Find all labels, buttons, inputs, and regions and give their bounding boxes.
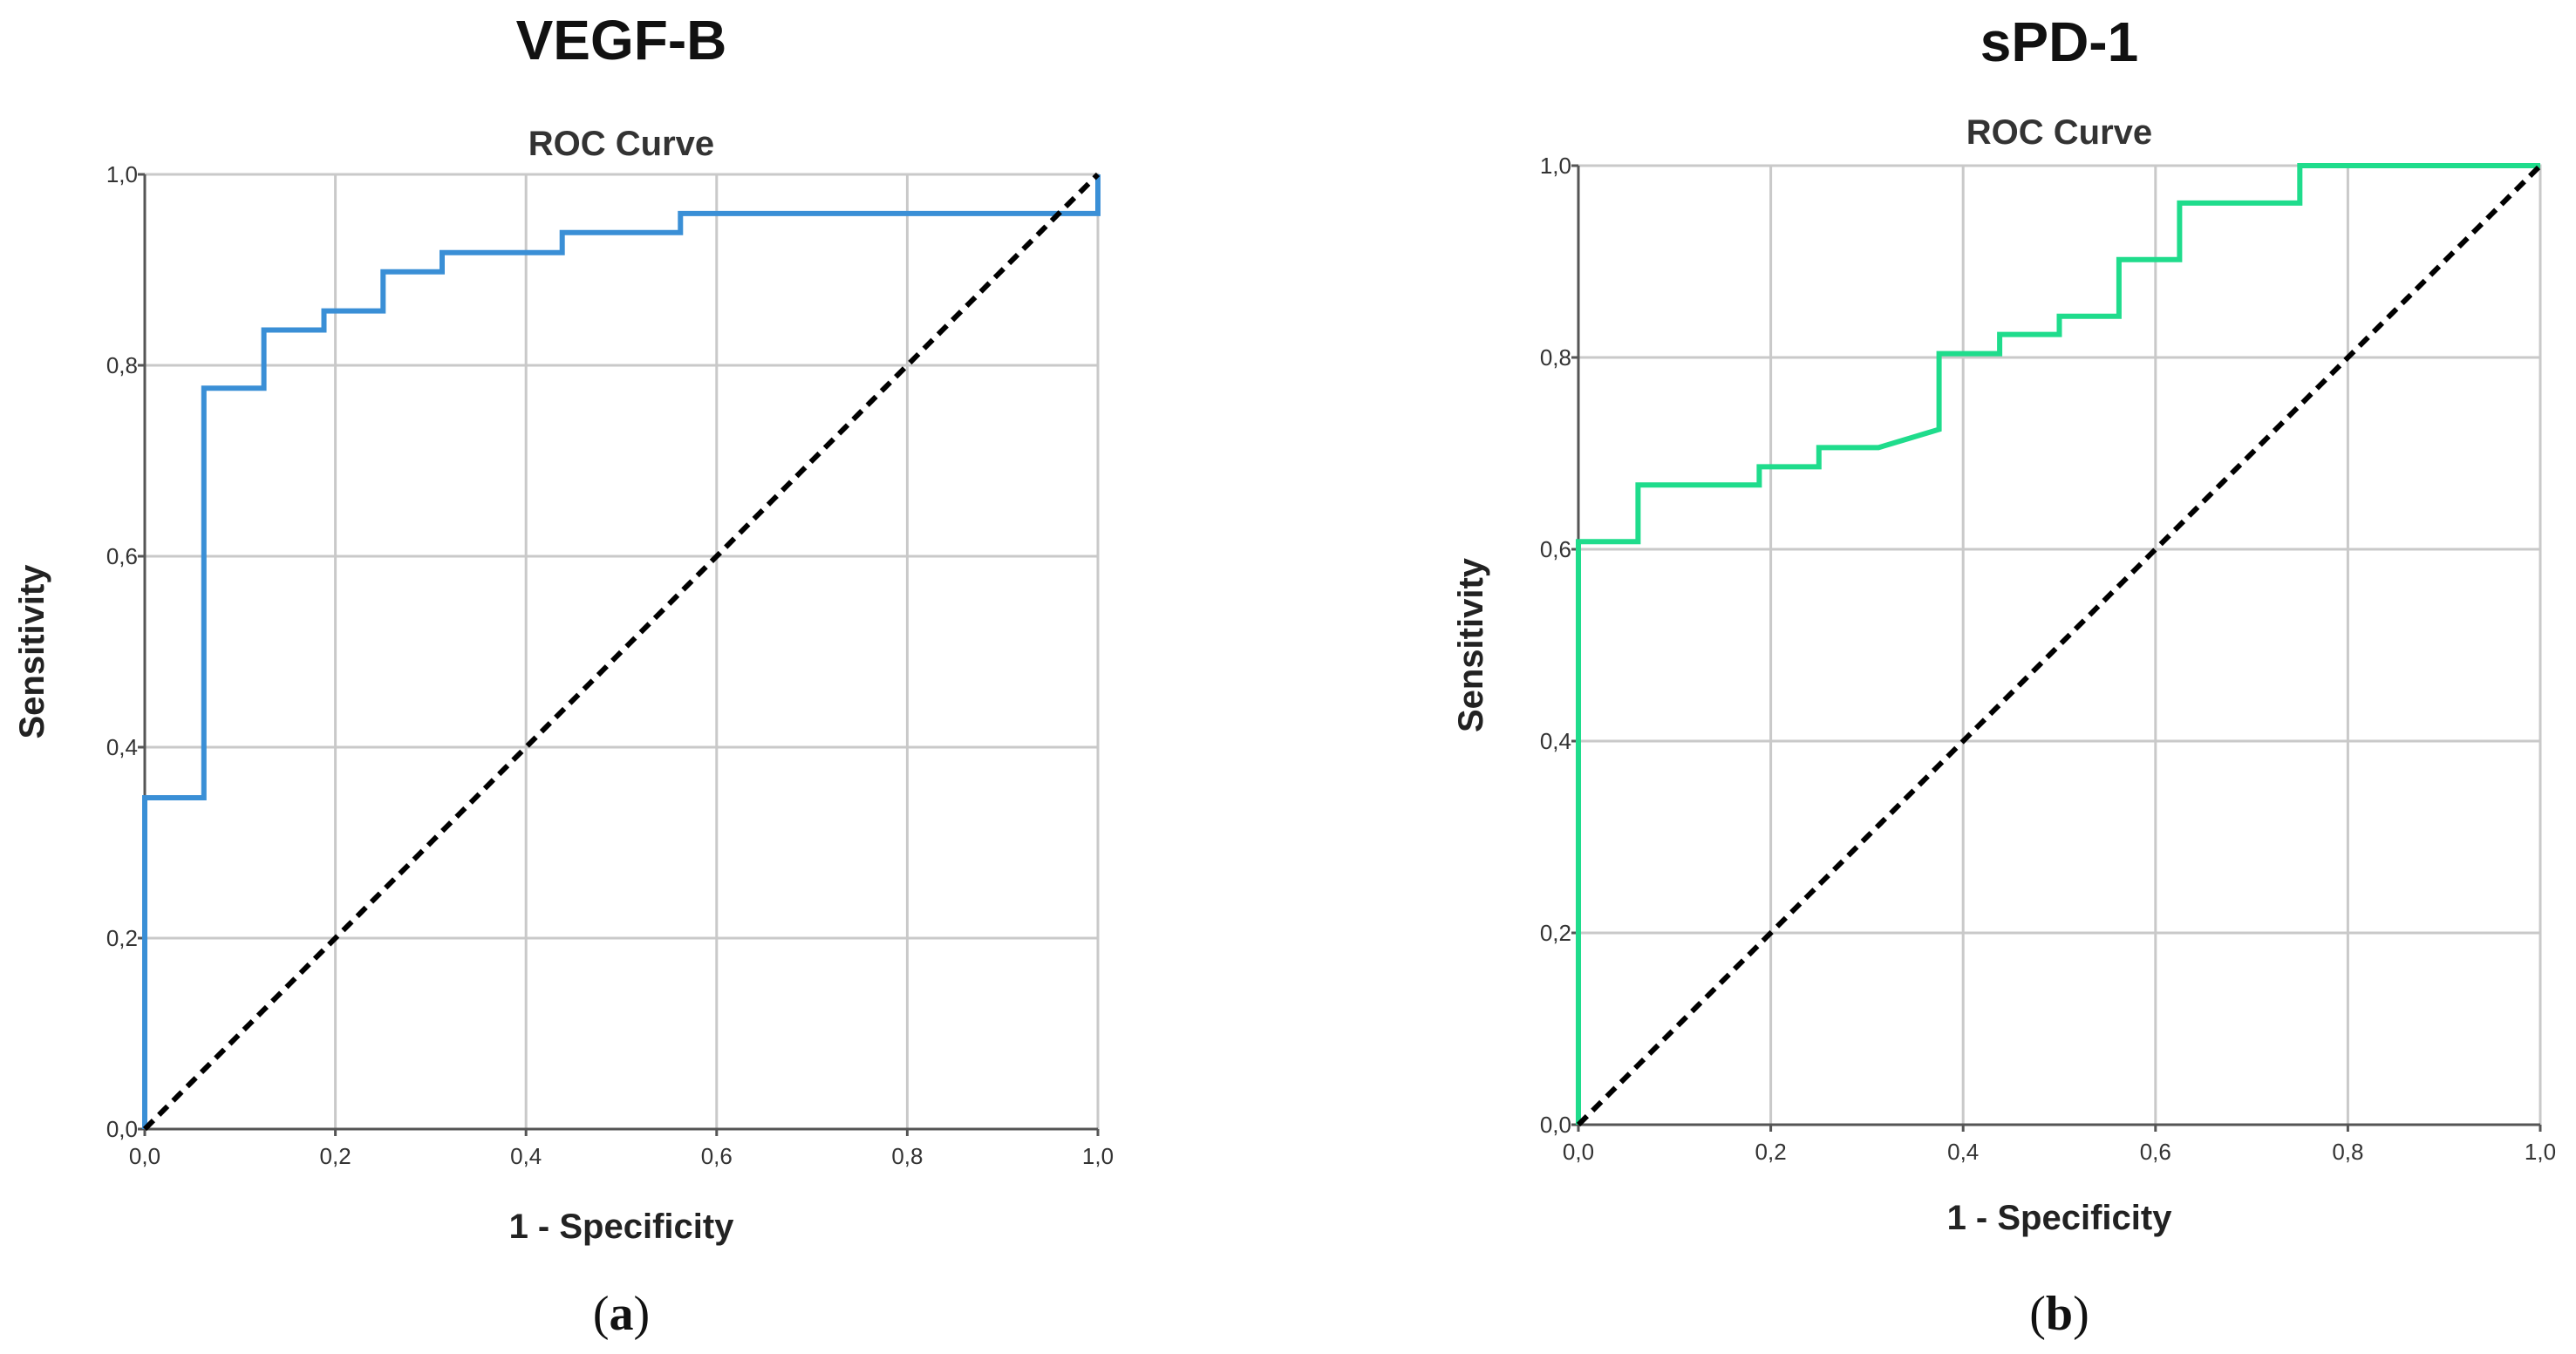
y-tick-label: 0,8 <box>106 352 138 378</box>
x-tick-label: 0,2 <box>1755 1139 1787 1165</box>
x-tick-label: 0,8 <box>2332 1139 2363 1165</box>
reference-line <box>1576 163 2543 1127</box>
x-tick-label: 0,8 <box>891 1143 923 1169</box>
chart-title: ROC Curve <box>528 125 714 163</box>
grid <box>1578 166 2540 1125</box>
y-tick-label: 0,4 <box>106 734 138 760</box>
y-tick-label: 0,2 <box>1540 920 1571 946</box>
y-tick-label: 0,6 <box>1540 536 1571 562</box>
x-tick-label: 1,0 <box>2525 1139 2556 1165</box>
main-title: sPD-1 <box>1980 10 2138 73</box>
chart-title: ROC Curve <box>1966 113 2152 152</box>
reference-line <box>142 172 1101 1132</box>
panel-label-close: ) <box>2073 1287 2089 1341</box>
panel-label-letter: b <box>2046 1287 2073 1341</box>
grid <box>145 174 1098 1129</box>
y-tick-label: 0,6 <box>106 543 138 569</box>
y-tick-label: 0,0 <box>106 1116 138 1142</box>
x-tick-label: 0,4 <box>510 1143 542 1169</box>
panel-b: sPD-1 ROC Curve 0,00,0 0,2 0,2 0,4 0,4 0,6 0,6 0,… <box>1452 10 2556 1341</box>
roc-curve-vegf-b <box>142 174 1101 1129</box>
x-tick-label: 0,4 <box>1947 1139 1979 1165</box>
roc-curve-spd-1 <box>1576 163 2540 1125</box>
x-tick-label: 0,0 <box>129 1143 160 1169</box>
y-tick-label: 0,0 <box>1540 1112 1571 1138</box>
panel-label-letter: a <box>610 1287 634 1341</box>
panel-label-open: ( <box>2029 1287 2046 1341</box>
y-tick-label: 0,2 <box>106 925 138 951</box>
x-tick-label: 0,6 <box>2140 1139 2171 1165</box>
y-tick-label: 0,8 <box>1540 344 1571 371</box>
main-title: VEGF-B <box>516 9 727 71</box>
panel-a: VEGF-B ROC Curve 0,00,0 0,2 0,2 0,4 0,4 0,6 0,6 0… <box>13 9 1114 1341</box>
y-tick-label: 1,0 <box>1540 153 1571 179</box>
x-tick-label: 0,0 <box>1563 1139 1594 1165</box>
x-axis-label: 1 - Specificity <box>1947 1199 2173 1237</box>
x-tick-label: 1,0 <box>1082 1143 1114 1169</box>
panel-label: (b) <box>2029 1287 2089 1341</box>
x-tick-label: 0,2 <box>320 1143 351 1169</box>
panel-label-open: ( <box>593 1287 610 1341</box>
panel-label-close: ) <box>634 1287 651 1341</box>
panel-label: (a) <box>593 1287 650 1341</box>
y-axis-label: Sensitivity <box>1452 557 1490 732</box>
y-tick-label: 1,0 <box>106 161 138 187</box>
x-axis-label: 1 - Specificity <box>509 1208 735 1246</box>
y-axis-label: Sensitivity <box>13 564 51 739</box>
x-tick-label: 0,6 <box>701 1143 733 1169</box>
y-tick-label: 0,4 <box>1540 728 1571 754</box>
